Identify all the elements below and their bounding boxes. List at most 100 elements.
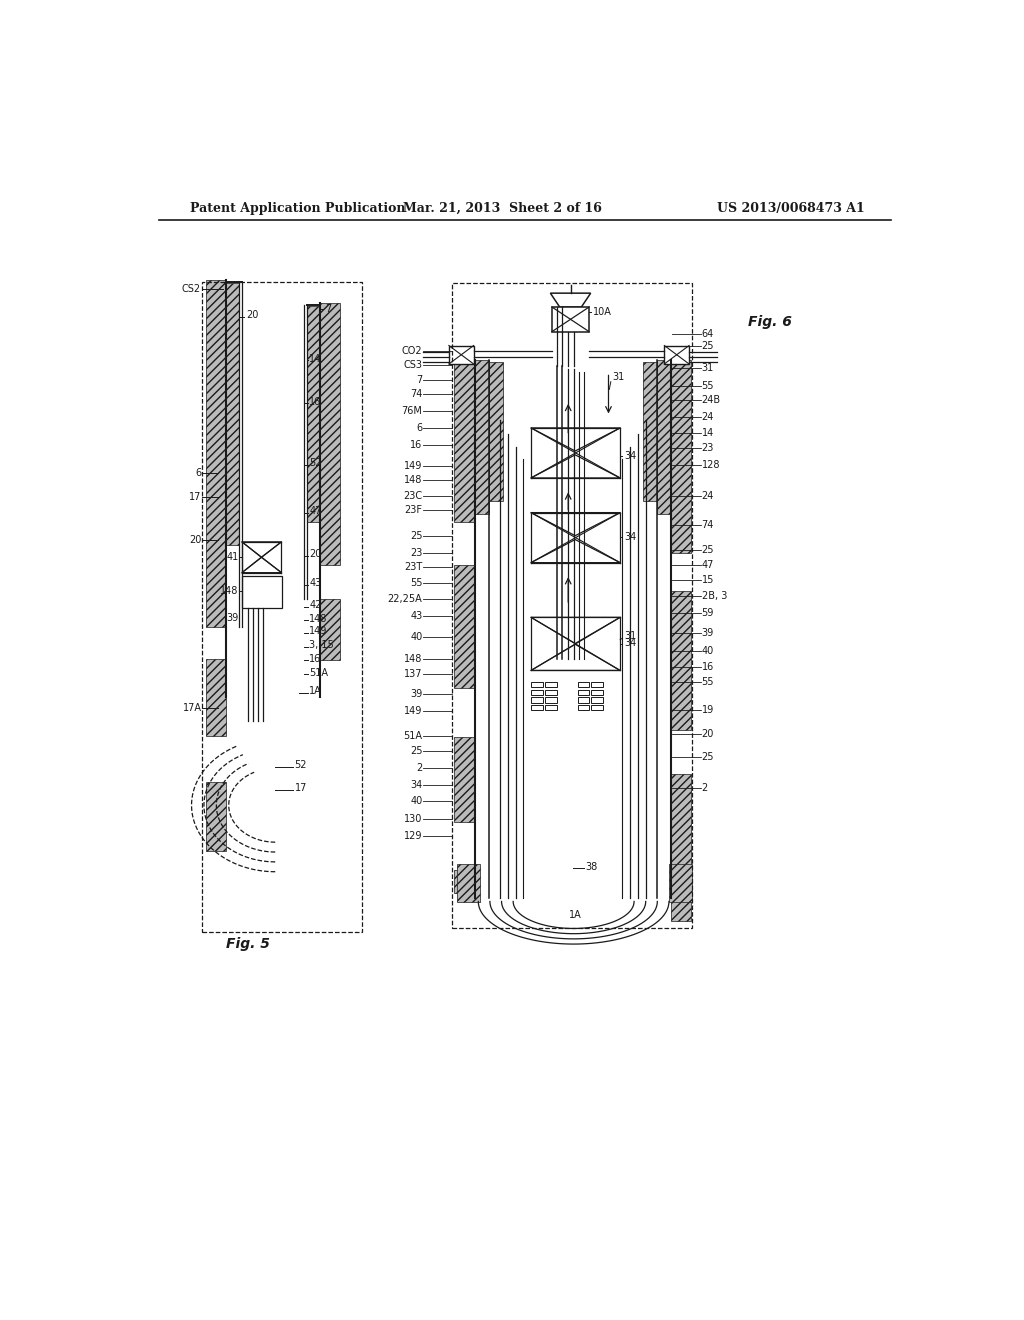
- Text: 149: 149: [404, 462, 423, 471]
- Text: 22,25A: 22,25A: [388, 594, 423, 603]
- Bar: [452, 284, 692, 928]
- Text: 130: 130: [404, 814, 423, 824]
- Text: 17: 17: [295, 783, 307, 793]
- Bar: [449, 346, 474, 364]
- Bar: [552, 308, 589, 331]
- Text: 52: 52: [295, 760, 307, 770]
- Polygon shape: [531, 455, 621, 478]
- Text: Fig. 5: Fig. 5: [225, 937, 269, 950]
- Text: 23T: 23T: [404, 561, 423, 572]
- Text: 55: 55: [410, 578, 423, 589]
- Text: 51A: 51A: [403, 731, 423, 741]
- Polygon shape: [531, 644, 621, 671]
- Bar: [454, 565, 474, 688]
- Text: 39: 39: [226, 612, 239, 623]
- Bar: [578, 697, 589, 702]
- Text: 59: 59: [701, 607, 714, 618]
- Text: 24: 24: [701, 412, 714, 422]
- Text: 20: 20: [189, 536, 202, 545]
- Bar: [578, 690, 589, 696]
- Text: 6: 6: [417, 422, 423, 433]
- Text: 43: 43: [411, 611, 423, 620]
- Text: 20: 20: [309, 549, 322, 560]
- Bar: [454, 738, 474, 822]
- Polygon shape: [531, 512, 621, 536]
- Text: 25: 25: [701, 545, 714, 554]
- Bar: [475, 360, 489, 515]
- Text: 25: 25: [410, 746, 423, 756]
- Bar: [206, 781, 225, 851]
- Bar: [578, 682, 589, 688]
- Text: 17A: 17A: [182, 704, 202, 713]
- Bar: [592, 697, 603, 702]
- Text: 7: 7: [416, 375, 423, 385]
- Text: 24: 24: [701, 491, 714, 500]
- Text: US 2013/0068473 A1: US 2013/0068473 A1: [717, 202, 864, 215]
- Text: 47: 47: [309, 506, 322, 516]
- Text: 34: 34: [624, 532, 636, 543]
- Bar: [454, 870, 474, 892]
- Text: 74: 74: [701, 520, 714, 529]
- Bar: [531, 690, 543, 696]
- Text: 16: 16: [411, 440, 423, 450]
- Text: 40: 40: [411, 796, 423, 805]
- Bar: [206, 659, 225, 737]
- Bar: [531, 705, 543, 710]
- Text: 1A: 1A: [309, 686, 323, 696]
- Text: 2: 2: [701, 783, 708, 793]
- Text: 1A: 1A: [568, 911, 582, 920]
- Text: 39: 39: [701, 628, 714, 638]
- Text: 10A: 10A: [593, 308, 612, 317]
- Text: 76M: 76M: [401, 407, 423, 416]
- Text: 19: 19: [701, 705, 714, 714]
- Text: CO2: CO2: [401, 346, 423, 356]
- Text: 16: 16: [309, 653, 322, 664]
- Text: Mar. 21, 2013  Sheet 2 of 16: Mar. 21, 2013 Sheet 2 of 16: [403, 202, 602, 215]
- Text: 14: 14: [309, 354, 322, 363]
- Bar: [671, 360, 690, 553]
- Text: 20: 20: [246, 310, 258, 321]
- Polygon shape: [531, 618, 621, 644]
- Text: 43: 43: [309, 578, 322, 589]
- Bar: [307, 306, 321, 521]
- Bar: [669, 863, 692, 903]
- Bar: [531, 682, 543, 688]
- Text: 23F: 23F: [404, 504, 423, 515]
- Text: CS2: CS2: [181, 284, 201, 294]
- Text: 34: 34: [624, 639, 636, 648]
- Bar: [671, 591, 690, 730]
- Text: 23: 23: [411, 548, 423, 557]
- Bar: [321, 599, 340, 660]
- Bar: [656, 360, 671, 515]
- Text: 7: 7: [325, 305, 331, 314]
- Text: Patent Application Publication: Patent Application Publication: [190, 202, 406, 215]
- Text: 16: 16: [701, 661, 714, 672]
- Text: 23: 23: [701, 444, 714, 453]
- Text: 38: 38: [586, 862, 597, 871]
- Bar: [489, 363, 503, 502]
- Polygon shape: [531, 540, 621, 562]
- Text: 128: 128: [701, 459, 720, 470]
- Bar: [671, 775, 690, 867]
- Text: 31: 31: [701, 363, 714, 372]
- Bar: [203, 281, 362, 932]
- Text: 20: 20: [701, 730, 714, 739]
- Text: 41: 41: [226, 552, 239, 562]
- Bar: [545, 682, 557, 688]
- Text: 34: 34: [624, 450, 636, 461]
- Polygon shape: [531, 428, 621, 451]
- Text: CS3: CS3: [403, 360, 423, 370]
- Text: 25: 25: [410, 531, 423, 541]
- Text: 40: 40: [411, 632, 423, 643]
- Polygon shape: [550, 293, 591, 308]
- Text: 15: 15: [701, 576, 714, 585]
- Text: 52: 52: [309, 458, 322, 469]
- Text: 148: 148: [220, 586, 239, 597]
- Bar: [671, 898, 690, 921]
- Bar: [457, 863, 480, 903]
- Bar: [592, 690, 603, 696]
- Bar: [321, 304, 340, 565]
- Text: 17: 17: [189, 492, 202, 502]
- Text: 23C: 23C: [403, 491, 423, 500]
- Text: 24B: 24B: [701, 395, 721, 405]
